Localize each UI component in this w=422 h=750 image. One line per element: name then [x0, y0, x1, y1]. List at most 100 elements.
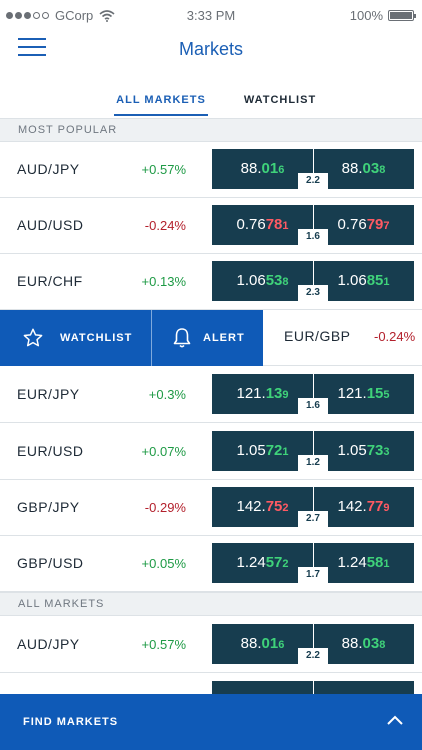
status-right: 100%: [350, 8, 416, 23]
bell-icon: [173, 328, 191, 348]
buy-price-fraction: 1: [383, 558, 390, 570]
sell-price-fraction: 2: [282, 558, 289, 570]
sell-price-button[interactable]: 1.24572: [212, 554, 313, 571]
market-row[interactable]: AUD/USD -0.24% 0.76781 0.76797 1.6: [0, 198, 422, 254]
quote-divider: [313, 205, 314, 245]
find-markets-label: FIND MARKETS: [23, 716, 119, 728]
swiped-market-row[interactable]: WATCHLIST ALERT EUR/GBP -0.24%: [0, 310, 422, 366]
sell-price-fraction: 1: [282, 446, 289, 458]
sell-price-button[interactable]: 88.016: [212, 635, 313, 652]
buy-price-base: 142.: [337, 498, 367, 515]
sell-price-base: 1.05: [236, 442, 266, 459]
buy-price-pips: 77: [366, 498, 384, 515]
wifi-icon: [99, 9, 115, 22]
sell-price-button[interactable]: 0.76781: [212, 216, 313, 233]
sell-price-button[interactable]: 142.752: [212, 498, 313, 515]
buy-price-button[interactable]: 1.06851: [313, 272, 414, 289]
watchlist-action-button[interactable]: WATCHLIST: [0, 310, 151, 366]
market-row[interactable]: GBP/USD +0.05% 1.24572 1.24581 1.7: [0, 536, 422, 592]
spread-badge: 1.2: [298, 455, 328, 471]
sell-price-fraction: 9: [282, 389, 289, 401]
quote-divider: [313, 149, 314, 189]
sell-price-pips: 13: [265, 385, 283, 402]
alert-action-button[interactable]: ALERT: [152, 310, 263, 366]
sell-price-fraction: 1: [282, 220, 289, 232]
sell-price-pips: 01: [261, 160, 279, 177]
change-percent: +0.05%: [141, 556, 186, 571]
page-title: Markets: [178, 39, 243, 59]
partial-quote-box: [212, 681, 414, 695]
market-row[interactable]: EUR/CHF +0.13% 1.06538 1.06851 2.3: [0, 254, 422, 310]
quote-box: 142.752 142.779 2.7: [212, 487, 414, 527]
quote-divider: [313, 431, 314, 471]
sell-price-pips: 53: [265, 272, 283, 289]
battery-icon: [388, 10, 416, 21]
hamburger-icon[interactable]: [18, 38, 46, 60]
market-row[interactable]: GBP/JPY -0.29% 142.752 142.779 2.7: [0, 480, 422, 536]
buy-price-fraction: 5: [383, 389, 390, 401]
buy-price-button[interactable]: 88.038: [313, 635, 414, 652]
spread-badge: 2.2: [298, 648, 328, 664]
buy-price-base: 0.76: [337, 216, 367, 233]
buy-price-base: 88.: [341, 160, 363, 177]
sell-price-fraction: 2: [282, 502, 289, 514]
pair-name: AUD/JPY: [17, 161, 80, 177]
watchlist-action-label: WATCHLIST: [60, 332, 133, 344]
market-row[interactable]: AUD/JPY +0.57% 88.016 88.038 2.2: [0, 617, 422, 673]
nav-bar: Markets: [0, 30, 422, 70]
change-percent: -0.24%: [374, 329, 416, 344]
buy-price-base: 88.: [341, 635, 363, 652]
carrier-name: GCorp: [55, 8, 94, 23]
change-percent: +0.3%: [148, 387, 186, 402]
sell-price-button[interactable]: 121.139: [212, 385, 313, 402]
buy-price-button[interactable]: 88.038: [313, 160, 414, 177]
pair-name: AUD/JPY: [17, 636, 80, 652]
sell-price-base: 121.: [236, 385, 266, 402]
spread-badge: 2.3: [298, 285, 328, 301]
pair-name: GBP/USD: [17, 555, 84, 571]
status-bar: GCorp 3:33 PM 100%: [0, 0, 422, 30]
section-header-most-popular: MOST POPULAR: [0, 118, 422, 142]
quote-divider: [313, 487, 314, 527]
sell-price-fraction: 6: [278, 164, 285, 176]
buy-price-button[interactable]: 142.779: [313, 498, 414, 515]
buy-price-pips: 79: [366, 216, 384, 233]
sell-price-button[interactable]: 1.05721: [212, 442, 313, 459]
sell-price-pips: 78: [265, 216, 283, 233]
buy-price-button[interactable]: 1.24581: [313, 554, 414, 571]
quote-box: 88.016 88.038 2.2: [212, 624, 414, 664]
tab-all-markets[interactable]: ALL MARKETS: [114, 86, 208, 116]
chevron-up-icon[interactable]: [386, 714, 404, 726]
spread-badge: 1.7: [298, 567, 328, 583]
sell-price-pips: 57: [265, 554, 283, 571]
change-percent: +0.07%: [141, 444, 186, 459]
buy-price-pips: 15: [366, 385, 384, 402]
sell-price-base: 1.24: [236, 554, 266, 571]
tab-watchlist[interactable]: WATCHLIST: [243, 94, 317, 106]
buy-price-button[interactable]: 121.155: [313, 385, 414, 402]
buy-price-base: 1.05: [337, 442, 367, 459]
buy-price-pips: 85: [366, 272, 384, 289]
sell-price-button[interactable]: 1.06538: [212, 272, 313, 289]
star-icon: [23, 328, 43, 347]
action-divider: [151, 310, 152, 366]
market-row[interactable]: EUR/USD +0.07% 1.05721 1.05733 1.2: [0, 424, 422, 480]
sell-price-fraction: 6: [278, 639, 285, 651]
market-row[interactable]: AUD/JPY +0.57% 88.016 88.038 2.2: [0, 142, 422, 198]
find-markets-bar[interactable]: FIND MARKETS: [0, 694, 422, 750]
buy-price-pips: 03: [362, 160, 380, 177]
quote-box: 1.24572 1.24581 1.7: [212, 543, 414, 583]
buy-price-fraction: 1: [383, 276, 390, 288]
alert-action-label: ALERT: [203, 332, 245, 344]
sell-price-pips: 01: [261, 635, 279, 652]
sell-price-button[interactable]: 88.016: [212, 160, 313, 177]
quote-box: 1.05721 1.05733 1.2: [212, 431, 414, 471]
quote-box: 88.016 88.038 2.2: [212, 149, 414, 189]
change-percent: -0.24%: [144, 218, 186, 233]
buy-price-button[interactable]: 0.76797: [313, 216, 414, 233]
sell-price-base: 1.06: [236, 272, 266, 289]
market-row[interactable]: EUR/JPY +0.3% 121.139 121.155 1.6: [0, 367, 422, 423]
sell-price-base: 142.: [236, 498, 266, 515]
spread-badge: 2.2: [298, 173, 328, 189]
buy-price-button[interactable]: 1.05733: [313, 442, 414, 459]
